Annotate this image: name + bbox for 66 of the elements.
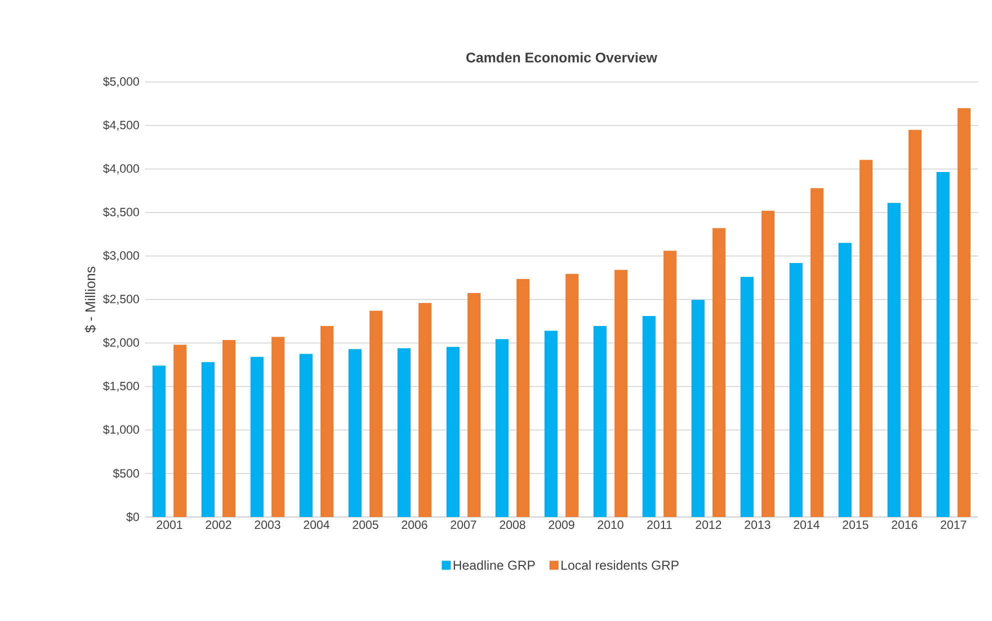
chart-title: Camden Economic Overview bbox=[466, 52, 658, 62]
bar bbox=[888, 202, 901, 517]
bar bbox=[692, 300, 705, 517]
bar bbox=[790, 262, 803, 517]
bar bbox=[174, 344, 187, 517]
bar bbox=[566, 274, 579, 517]
legend-label: Headline GRP bbox=[454, 560, 535, 570]
bar bbox=[516, 279, 530, 517]
bar bbox=[740, 276, 754, 517]
y-tick-label: $3,500 bbox=[103, 207, 140, 218]
bar bbox=[320, 326, 334, 517]
bar bbox=[908, 130, 922, 517]
x-tick-label: 2010 bbox=[598, 520, 624, 529]
y-tick-label: $0 bbox=[126, 512, 140, 522]
x-tick-label: 2017 bbox=[940, 520, 966, 529]
y-tick-label: $2,000 bbox=[103, 338, 140, 348]
bar bbox=[496, 339, 509, 517]
bar bbox=[300, 354, 313, 517]
bar bbox=[348, 349, 362, 517]
bar bbox=[544, 330, 558, 517]
y-tick-label: $4,500 bbox=[103, 120, 140, 131]
y-tick-label: $3,000 bbox=[103, 250, 140, 262]
x-tick-label: 2002 bbox=[206, 520, 232, 529]
bar bbox=[468, 292, 481, 517]
y-axis-title: $ - Millions bbox=[84, 266, 96, 333]
legend-label: Local residents GRP bbox=[562, 560, 679, 570]
bar bbox=[664, 250, 677, 517]
bar bbox=[370, 310, 383, 517]
x-tick-label: 2012 bbox=[696, 520, 722, 529]
bar bbox=[762, 210, 775, 517]
bar bbox=[810, 188, 824, 517]
bar bbox=[272, 336, 285, 517]
bar bbox=[860, 160, 873, 517]
bar bbox=[222, 340, 236, 517]
x-tick-label: 2016 bbox=[892, 520, 918, 529]
y-tick-label: $500 bbox=[113, 468, 140, 478]
y-tick-label: $2,500 bbox=[103, 294, 140, 305]
bar bbox=[398, 348, 411, 517]
x-tick-label: 2013 bbox=[744, 520, 770, 529]
y-tick-label: $1,500 bbox=[103, 381, 140, 392]
bar bbox=[936, 172, 950, 517]
bar bbox=[594, 326, 607, 517]
x-tick-label: 2005 bbox=[352, 520, 378, 529]
bar bbox=[642, 316, 656, 517]
x-tick-label: 2009 bbox=[548, 520, 574, 529]
bar bbox=[202, 362, 215, 517]
bar bbox=[250, 356, 264, 517]
bar bbox=[418, 302, 432, 517]
x-tick-label: 2008 bbox=[500, 520, 526, 529]
x-tick-label: 2014 bbox=[794, 520, 820, 529]
bar bbox=[712, 228, 726, 517]
bar bbox=[838, 242, 852, 517]
x-tick-label: 2006 bbox=[402, 520, 428, 529]
x-tick-label: 2003 bbox=[254, 520, 280, 529]
y-tick-label: $4,000 bbox=[103, 164, 140, 174]
x-tick-label: 2001 bbox=[156, 520, 182, 529]
bar bbox=[614, 270, 628, 517]
x-tick-label: 2004 bbox=[304, 520, 330, 529]
y-tick-label: $1,000 bbox=[103, 424, 140, 436]
bar bbox=[958, 108, 971, 517]
bar bbox=[152, 366, 166, 517]
x-tick-label: 2015 bbox=[842, 520, 868, 529]
x-tick-label: 2007 bbox=[450, 520, 476, 529]
x-tick-label: 2011 bbox=[647, 520, 672, 529]
bar bbox=[446, 346, 460, 517]
y-tick-label: $5,000 bbox=[103, 76, 140, 88]
